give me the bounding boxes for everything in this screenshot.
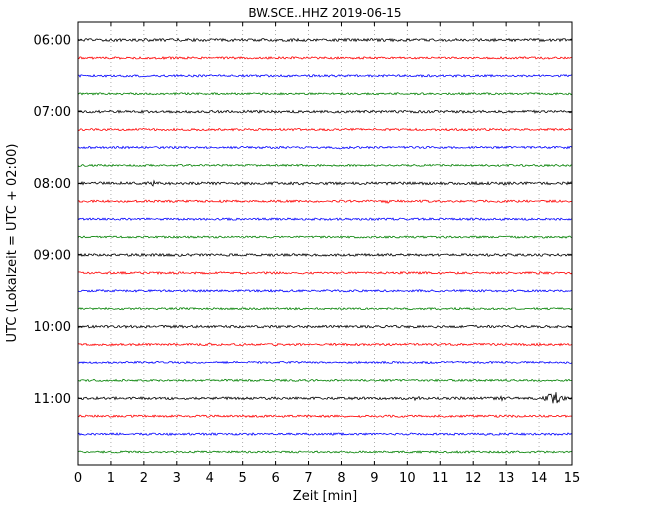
x-tick-label: 3	[173, 471, 181, 486]
trace-11:00	[77, 392, 573, 404]
y-tick-label: 10:00	[34, 320, 71, 335]
trace-10:45	[77, 378, 573, 383]
x-axis-label: Zeit [min]	[293, 489, 357, 504]
x-tick-label: 14	[531, 471, 548, 486]
trace-08:45	[77, 235, 573, 239]
trace-10:15	[77, 342, 573, 347]
x-tick-label: 12	[465, 471, 482, 486]
trace-group	[77, 37, 573, 454]
x-tick-label: 5	[239, 471, 247, 486]
trace-06:45	[77, 91, 573, 96]
y-axis-label: UTC (Lokalzeit = UTC + 02:00)	[5, 144, 20, 343]
trace-07:00	[77, 109, 573, 114]
axes: 0 1 2 3 4 5 6 7 8 9 10 11 12 13 14 1506:0007:0008:0009:…	[34, 21, 581, 486]
y-tick-label: 11:00	[34, 392, 71, 407]
trace-09:15	[77, 270, 573, 275]
trace-07:30	[77, 145, 573, 150]
x-tick-label: 8	[337, 471, 345, 486]
y-tick-label: 06:00	[34, 34, 71, 49]
trace-07:45	[77, 163, 573, 168]
trace-07:15	[77, 127, 573, 132]
trace-10:00	[77, 324, 573, 329]
x-tick-label: 10	[399, 471, 416, 486]
x-tick-label: 6	[271, 471, 279, 486]
trace-06:00	[77, 37, 573, 43]
trace-09:30	[77, 288, 573, 293]
trace-09:00	[77, 252, 573, 257]
trace-10:30	[77, 360, 573, 365]
x-tick-label: 4	[206, 471, 214, 486]
x-tick-label: 2	[140, 471, 148, 486]
trace-11:45	[77, 450, 573, 454]
plot-title: BW.SCE..HHZ 2019-06-15	[248, 6, 401, 20]
y-tick-label: 08:00	[34, 177, 71, 192]
trace-08:30	[77, 217, 573, 221]
plot-frame	[77, 21, 573, 466]
trace-06:15	[77, 56, 573, 60]
trace-08:00	[77, 179, 573, 187]
trace-11:15	[77, 414, 573, 419]
x-tick-label: 13	[498, 471, 515, 486]
x-tick-label: 15	[564, 471, 581, 486]
x-tick-label: 1	[107, 471, 115, 486]
trace-11:30	[77, 432, 573, 436]
x-tick-label: 9	[370, 471, 378, 486]
x-tick-label: 7	[304, 471, 312, 486]
x-tick-label: 11	[432, 471, 449, 486]
x-tick-label: 0	[74, 471, 82, 486]
trace-06:30	[77, 73, 573, 78]
trace-09:45	[77, 306, 573, 311]
trace-08:15	[77, 199, 573, 204]
y-tick-label: 09:00	[34, 248, 71, 263]
y-tick-label: 07:00	[34, 105, 71, 120]
